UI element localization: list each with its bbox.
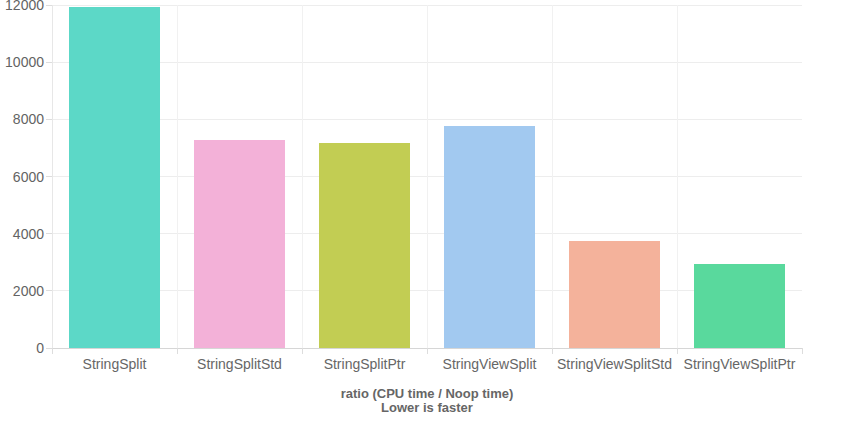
y-tick-label: 10000 — [0, 54, 44, 70]
x-category-label: StringViewSplitPtr — [677, 356, 802, 372]
x-tick-mark — [177, 348, 178, 354]
bar-StringViewSplit — [444, 126, 535, 348]
bar-StringSplit — [69, 7, 160, 348]
y-tick-label: 12000 — [0, 0, 44, 13]
y-tick-label: 2000 — [0, 283, 44, 299]
x-gridline — [302, 5, 303, 348]
y-tick-label: 0 — [0, 340, 44, 356]
x-axis-title: ratio (CPU time / Noop time) Lower is fa… — [52, 387, 802, 415]
x-category-label: StringViewSplit — [427, 356, 552, 372]
x-gridline — [427, 5, 428, 348]
x-tick-mark — [802, 348, 803, 354]
y-tick-label: 6000 — [0, 169, 44, 185]
benchmark-bar-chart: 020004000600080001000012000StringSplitSt… — [0, 0, 852, 426]
x-axis-title-line1: ratio (CPU time / Noop time) — [52, 387, 802, 401]
x-tick-mark — [302, 348, 303, 354]
bar-StringSplitStd — [194, 140, 285, 348]
x-gridline — [677, 5, 678, 348]
plot-area: 020004000600080001000012000StringSplitSt… — [52, 5, 802, 348]
x-category-label: StringSplitPtr — [302, 356, 427, 372]
y-tick-label: 4000 — [0, 226, 44, 242]
bar-StringSplitPtr — [319, 143, 410, 348]
x-category-label: StringSplit — [52, 356, 177, 372]
x-tick-mark — [552, 348, 553, 354]
x-gridline — [552, 5, 553, 348]
y-tick-label: 8000 — [0, 111, 44, 127]
x-tick-mark — [677, 348, 678, 354]
x-tick-mark — [52, 348, 53, 354]
bar-StringViewSplitPtr — [694, 264, 785, 348]
y-axis-line — [52, 5, 53, 348]
x-category-label: StringSplitStd — [177, 356, 302, 372]
x-gridline — [177, 5, 178, 348]
bar-StringViewSplitStd — [569, 241, 660, 348]
x-category-label: StringViewSplitStd — [552, 356, 677, 372]
x-tick-mark — [427, 348, 428, 354]
x-axis-title-line2: Lower is faster — [52, 401, 802, 415]
